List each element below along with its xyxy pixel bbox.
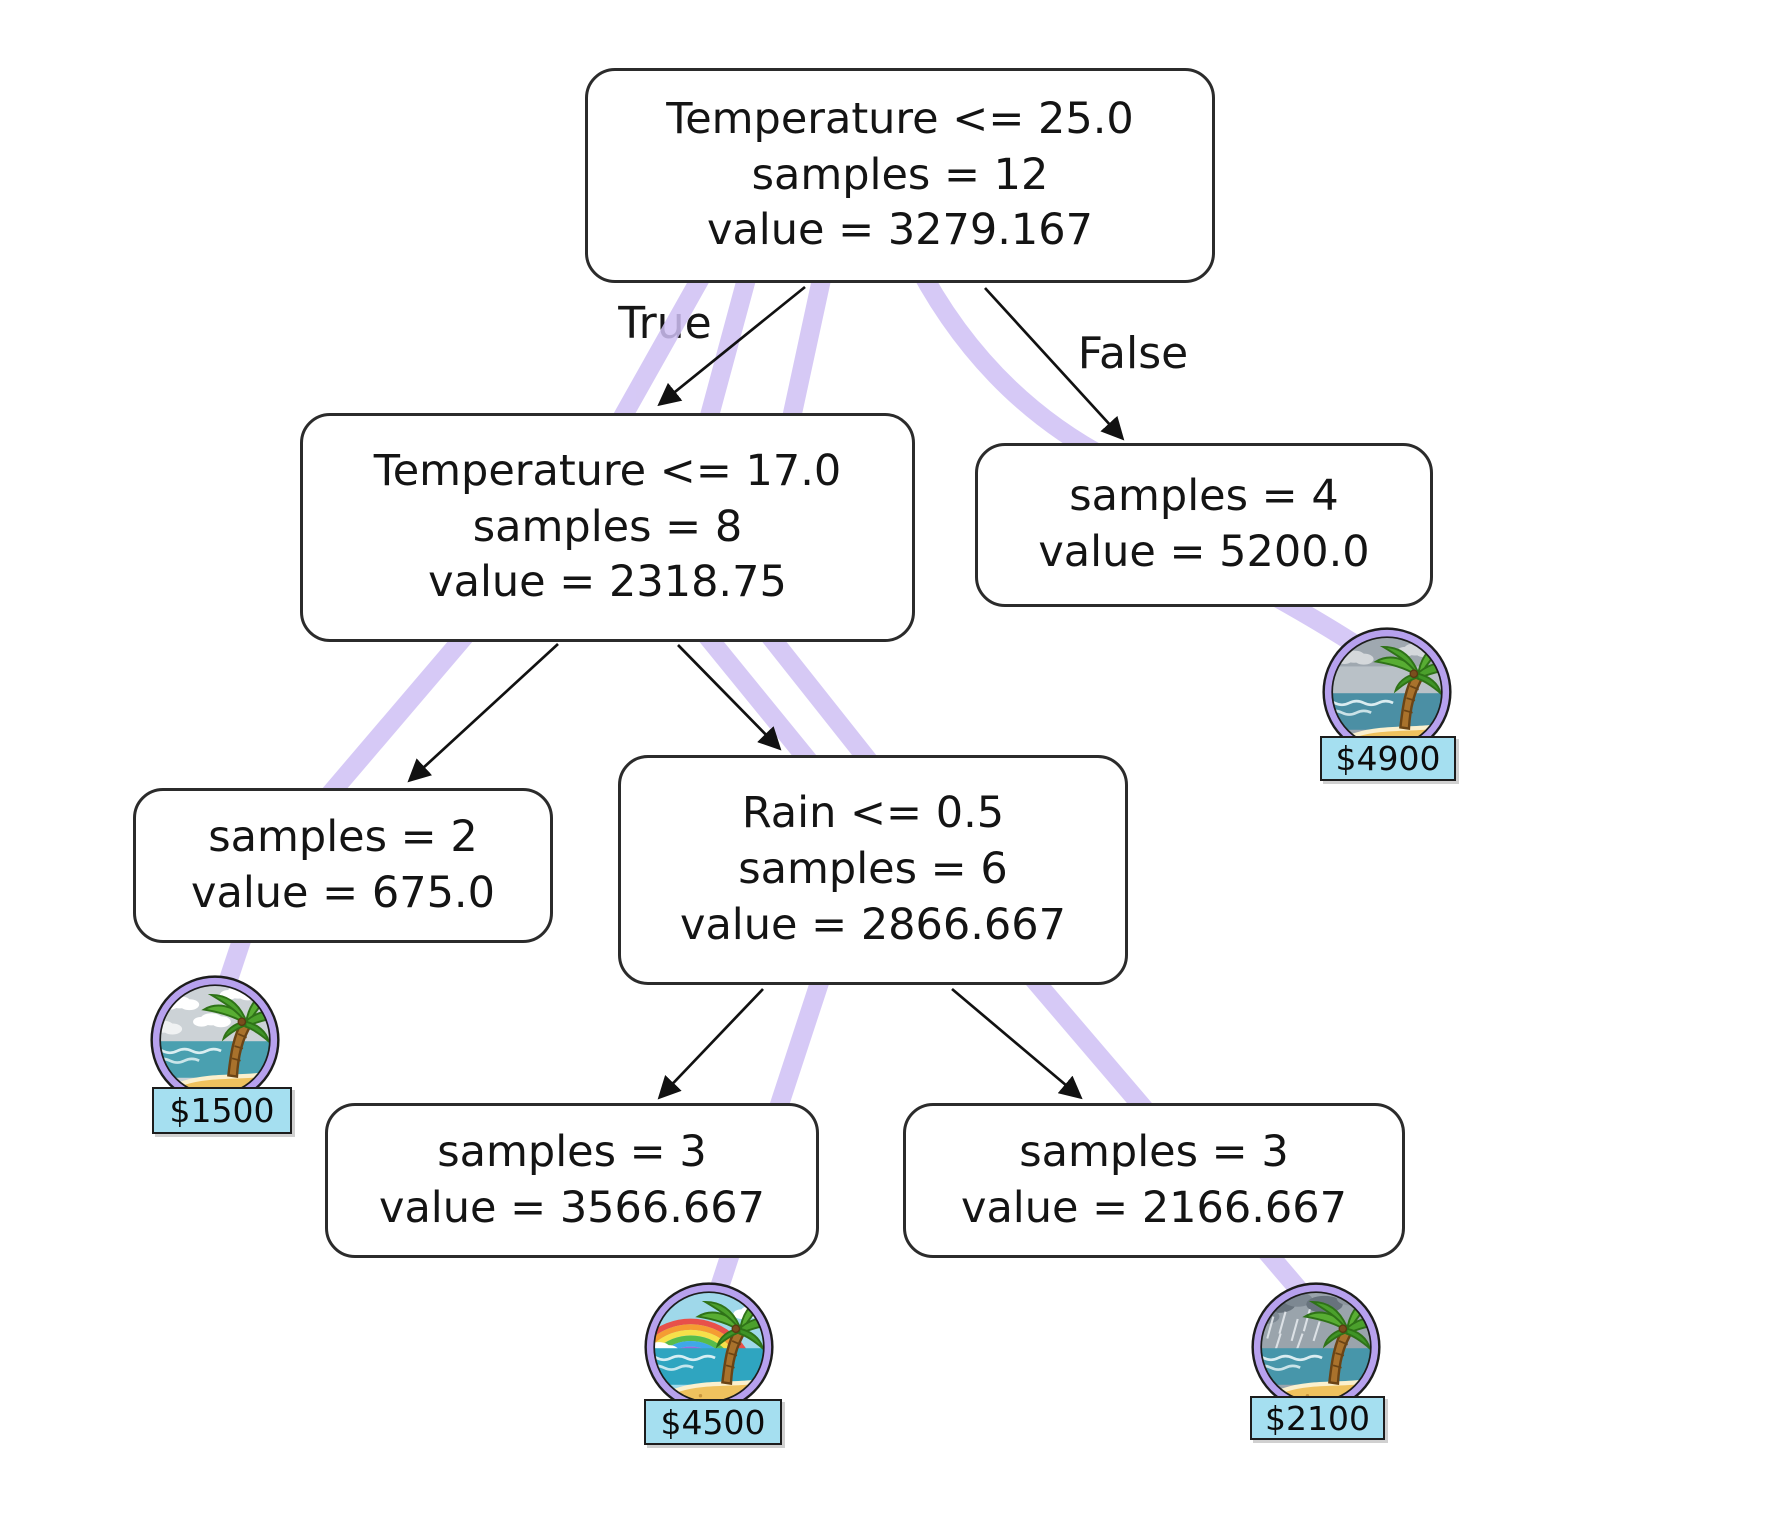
leaf-stormy-beach [1251,1282,1381,1412]
tree-node-rain: Rain <= 0.5 samples = 6 value = 2866.667 [618,755,1128,985]
leaf-rainbow-beach [644,1282,774,1412]
node-condition: Rain <= 0.5 [741,788,1005,839]
tree-node-samples-2: samples = 2 value = 675.0 [133,788,553,943]
price-tag: $4500 [644,1399,782,1445]
edge-arrow [951,987,1083,1100]
highlight-path [317,623,478,807]
node-value: value = 2866.667 [680,899,1066,950]
node-condition: Temperature <= 17.0 [373,445,842,496]
node-value: value = 2318.75 [428,557,787,608]
edge-arrow [657,988,764,1100]
price-tag: $1500 [152,1087,292,1134]
node-samples: samples = 3 [437,1126,707,1177]
node-samples: samples = 8 [472,501,743,552]
edge-arrow [407,643,559,783]
tree-node-samples-3-right: samples = 3 value = 2166.667 [903,1103,1405,1258]
node-samples: samples = 4 [1069,471,1339,522]
price-tag: $4900 [1320,736,1456,781]
stormy-beach-icon [1261,1292,1371,1402]
highlight-path [694,623,820,772]
node-value: value = 2166.667 [961,1182,1347,1233]
edge-label-false: False [1077,328,1189,379]
node-value: value = 3279.167 [707,205,1093,256]
tree-node-samples-3-left: samples = 3 value = 3566.667 [325,1103,819,1258]
node-samples: samples = 6 [738,844,1008,895]
edge-arrow [677,644,782,751]
node-value: value = 3566.667 [379,1182,765,1233]
node-samples: samples = 3 [1019,1126,1289,1177]
node-samples: samples = 2 [208,811,478,862]
tree-node-temperature-17: Temperature <= 17.0 samples = 8 value = … [300,413,915,642]
price-tag: $2100 [1250,1396,1385,1440]
node-samples: samples = 12 [751,149,1049,200]
leaf-cloudy-beach [150,975,280,1105]
tree-node-root: Temperature <= 25.0 samples = 12 value =… [585,68,1215,283]
tree-node-samples-4: samples = 4 value = 5200.0 [975,443,1433,607]
node-value: value = 675.0 [191,867,495,918]
edge-label-true: True [618,298,712,349]
rainbow-beach-icon [654,1292,764,1402]
node-condition: Temperature <= 25.0 [666,93,1134,144]
highlight-path [757,624,880,771]
node-value: value = 5200.0 [1038,527,1370,577]
